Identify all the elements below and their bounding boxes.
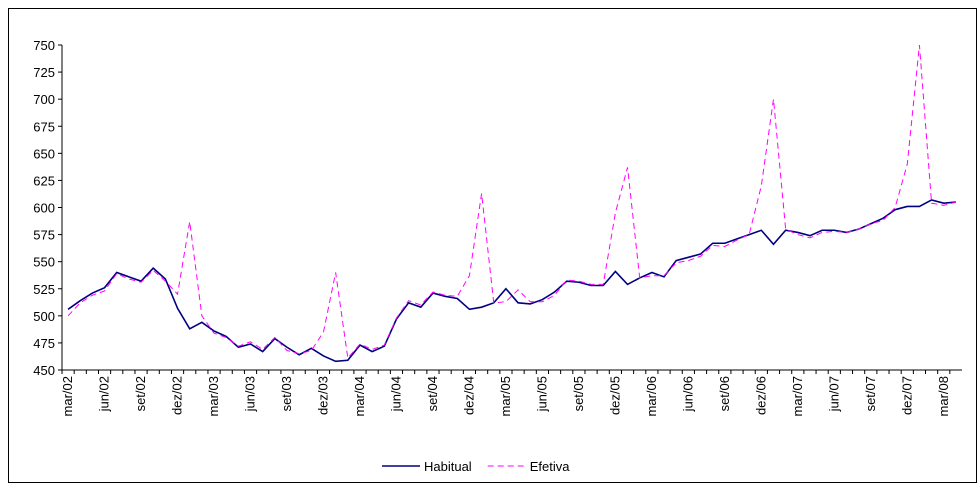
x-tick-label: set/06 — [717, 376, 732, 411]
chart-border — [8, 8, 977, 483]
y-tick-label: 450 — [33, 363, 55, 378]
y-tick-label: 700 — [33, 92, 55, 107]
y-tick-label: 675 — [33, 119, 55, 134]
legend-label: Efetiva — [530, 459, 571, 474]
y-tick-label: 750 — [33, 38, 55, 53]
x-tick-label: jun/06 — [680, 376, 695, 412]
y-tick-label: 600 — [33, 201, 55, 216]
x-tick-label: mar/03 — [206, 376, 221, 416]
y-tick-label: 650 — [33, 146, 55, 161]
y-tick-label: 550 — [33, 255, 55, 270]
x-tick-label: set/05 — [571, 376, 586, 411]
y-tick-label: 475 — [33, 336, 55, 351]
x-tick-label: dez/07 — [899, 376, 914, 415]
x-tick-label: mar/05 — [498, 376, 513, 416]
x-tick-label: dez/02 — [170, 376, 185, 415]
x-tick-label: dez/04 — [461, 376, 476, 415]
x-tick-label: set/04 — [425, 376, 440, 411]
x-tick-label: dez/05 — [607, 376, 622, 415]
x-tick-label: jun/04 — [388, 376, 403, 412]
x-tick-label: mar/07 — [790, 376, 805, 416]
y-tick-label: 575 — [33, 228, 55, 243]
x-tick-label: set/02 — [133, 376, 148, 411]
x-tick-label: jun/07 — [826, 376, 841, 412]
x-tick-label: dez/03 — [315, 376, 330, 415]
y-tick-label: 625 — [33, 173, 55, 188]
x-tick-label: set/07 — [863, 376, 878, 411]
y-tick-label: 500 — [33, 309, 55, 324]
x-tick-label: jun/03 — [243, 376, 258, 412]
series-line — [67, 199, 956, 363]
x-tick-label: mar/04 — [352, 376, 367, 416]
x-tick-label: dez/06 — [753, 376, 768, 415]
x-tick-label: mar/02 — [60, 376, 75, 416]
series-line — [67, 44, 957, 360]
x-tick-label: set/03 — [279, 376, 294, 411]
x-tick-label: mar/06 — [644, 376, 659, 416]
x-tick-label: jun/02 — [97, 376, 112, 412]
y-tick-label: 525 — [33, 282, 55, 297]
y-tick-label: 725 — [33, 65, 55, 80]
x-tick-label: mar/08 — [936, 376, 951, 416]
x-tick-label: jun/05 — [534, 376, 549, 412]
legend-label: Habitual — [424, 459, 472, 474]
